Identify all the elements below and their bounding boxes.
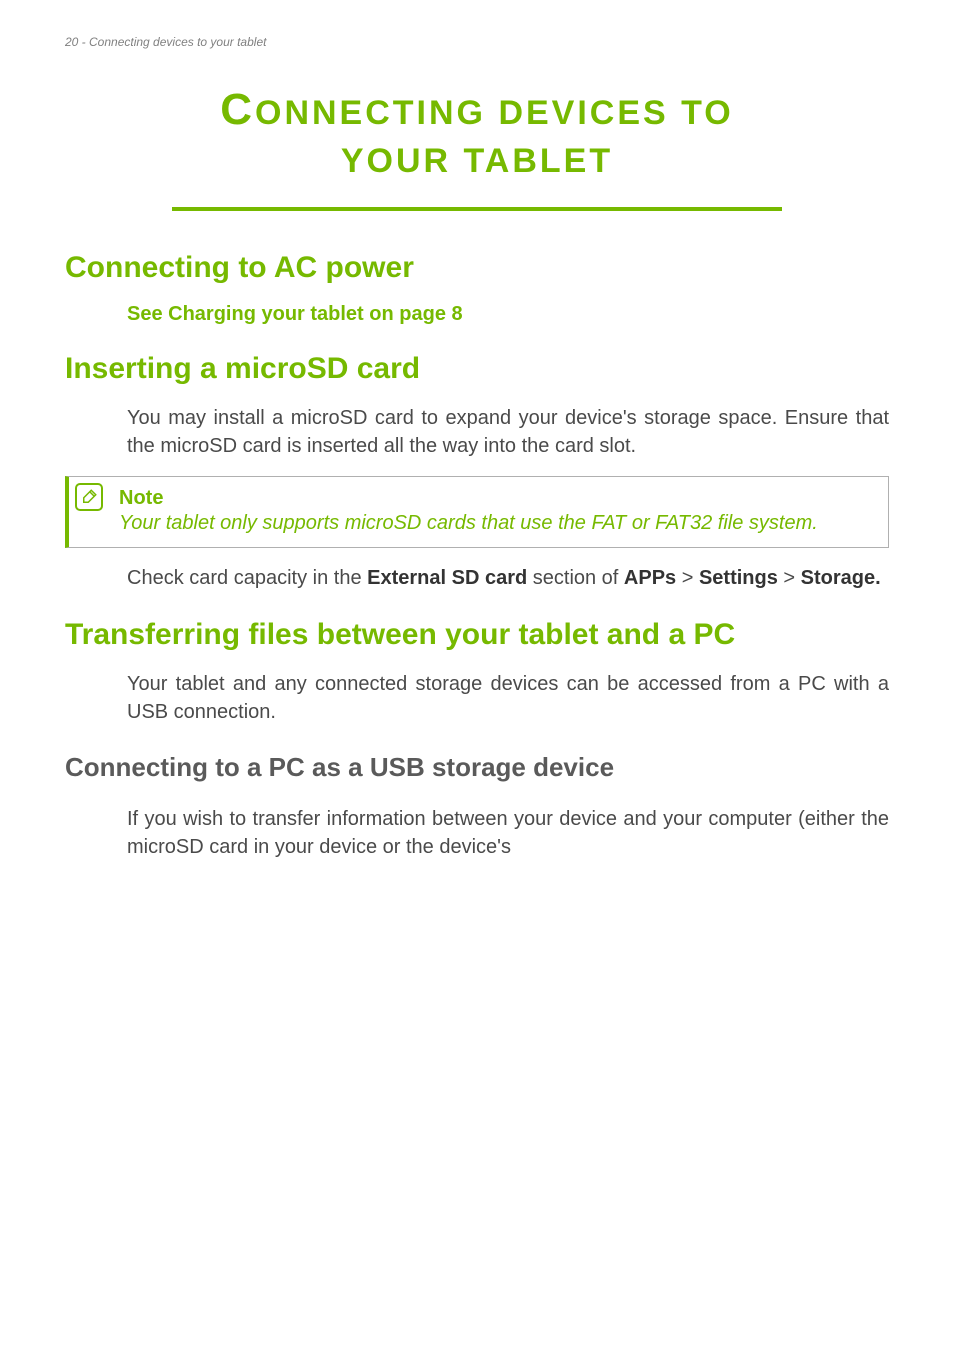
note-title: Note [119,487,874,510]
microsd-body: You may install a microSD card to expand… [127,404,889,460]
page-header: 20 - Connecting devices to your tablet [65,35,266,49]
section-ac-power-title: Connecting to AC power [65,251,889,285]
text-bold: APPs [624,567,676,589]
text-bold: Settings [699,567,778,589]
chapter-title: CONNECTING DEVICES TO YOUR TABLET [172,80,782,211]
chapter-title-firstchar: C [220,85,255,134]
page-content: CONNECTING DEVICES TO YOUR TABLET Connec… [0,0,954,861]
cross-reference-link[interactable]: See Charging your tablet on page 8 [127,303,889,326]
text-part: > [676,567,699,589]
text-part: section of [527,567,624,589]
subsection-usb-title: Connecting to a PC as a USB storage devi… [65,752,889,783]
note-body: Your tablet only supports microSD cards … [119,510,874,537]
section-transfer-title: Transferring files between your tablet a… [65,618,889,652]
text-bold: External SD card [367,567,527,589]
note-icon [75,483,103,511]
microsd-body2: Check card capacity in the External SD c… [127,564,889,592]
note-box: Note Your tablet only supports microSD c… [65,476,889,548]
text-part: Check card capacity in the [127,567,367,589]
text-part: > [778,567,801,589]
transfer-body: Your tablet and any connected storage de… [127,670,889,726]
chapter-title-rest: ONNECTING DEVICES TO YOUR TABLET [255,94,734,180]
text-bold: Storage. [801,567,881,589]
section-microsd-title: Inserting a microSD card [65,352,889,386]
usb-body: If you wish to transfer information betw… [127,805,889,861]
